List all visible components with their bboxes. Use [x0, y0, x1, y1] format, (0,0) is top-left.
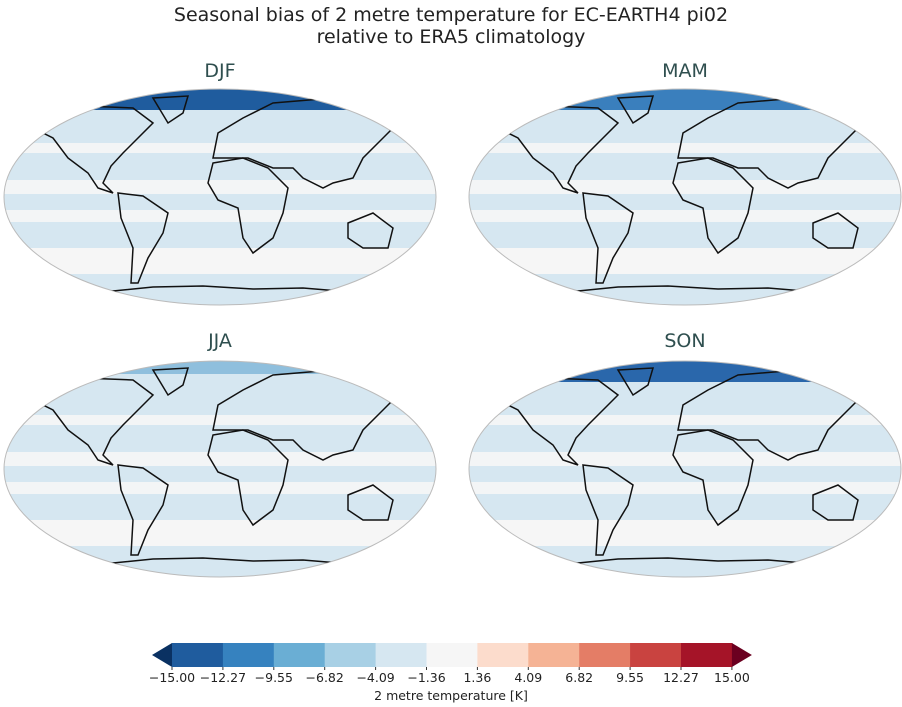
map-djf	[3, 88, 437, 306]
colorbar	[152, 643, 752, 670]
antarctica-coastline	[92, 285, 364, 294]
colorbar-segment	[630, 643, 682, 667]
greenland-coastline	[151, 95, 190, 125]
africa-coastline	[672, 157, 754, 255]
arctic-bias-band	[469, 89, 901, 110]
greenland-coastline	[616, 367, 655, 397]
colorbar-segment	[375, 643, 427, 667]
colorbar-segment	[426, 643, 478, 667]
colorbar-segment	[528, 643, 580, 667]
colorbar-tick-label: −4.09	[356, 670, 395, 685]
north-america-coastline	[32, 377, 155, 466]
arctic-bias-band	[469, 361, 901, 382]
antarctica-coastline	[92, 557, 364, 566]
colorbar-tick-label: −9.55	[254, 670, 293, 685]
north-america-coastline	[497, 377, 620, 466]
arctic-bias-band	[4, 361, 436, 374]
australia-coastline	[812, 212, 859, 249]
map-border	[468, 360, 902, 578]
map-border	[3, 360, 437, 578]
colorbar-segment	[222, 643, 275, 667]
colorbar-tick-label: −6.82	[305, 670, 344, 685]
south-america-coastline	[117, 464, 169, 556]
antarctica-coastline	[557, 285, 829, 294]
colorbar-segment	[324, 643, 377, 667]
africa-coastline	[672, 429, 754, 527]
panel-title-jja: JJA	[208, 330, 232, 352]
eurasia-coastline	[677, 97, 865, 189]
africa-coastline	[207, 429, 289, 527]
north-america-coastline	[32, 105, 155, 194]
colorbar-tick-label: 9.55	[616, 670, 645, 685]
colorbar-segment	[477, 643, 529, 667]
map-jja	[3, 360, 437, 578]
colorbar-label: 2 metre temperature [K]	[374, 688, 528, 703]
map-border	[3, 88, 437, 306]
colorbar-tick-label: 15.00	[713, 670, 750, 685]
africa-coastline	[207, 157, 289, 255]
map-mam	[468, 88, 902, 306]
south-america-coastline	[582, 464, 634, 556]
eurasia-coastline	[212, 97, 400, 189]
panel-title-mam: MAM	[662, 60, 708, 82]
greenland-coastline	[616, 95, 655, 125]
colorbar-over-arrow	[731, 643, 752, 667]
north-america-coastline	[497, 105, 620, 194]
south-america-coastline	[582, 192, 634, 284]
panel-title-son: SON	[664, 330, 706, 352]
antarctica-coastline	[557, 557, 829, 566]
arctic-bias-band	[4, 89, 436, 110]
colorbar-segment	[273, 643, 326, 667]
australia-coastline	[347, 484, 394, 521]
colorbar-tick-label: 12.27	[663, 670, 699, 685]
australia-coastline	[347, 212, 394, 249]
colorbar-tick-label: 4.09	[514, 670, 543, 685]
colorbar-segment	[579, 643, 631, 667]
colorbar-tick-label: −15.00	[148, 670, 196, 685]
greenland-coastline	[151, 367, 190, 397]
figure-title-line1: Seasonal bias of 2 metre temperature for…	[173, 4, 729, 26]
australia-coastline	[812, 484, 859, 521]
panel-title-djf: DJF	[204, 60, 236, 82]
colorbar-tick-label: 1.36	[463, 670, 492, 685]
colorbar-tick-label: −12.27	[199, 670, 247, 685]
colorbar-tick-label: −1.36	[407, 670, 446, 685]
colorbar-segment	[681, 643, 733, 667]
colorbar-segment	[172, 643, 224, 667]
eurasia-coastline	[212, 369, 400, 461]
map-border	[468, 88, 902, 306]
colorbar-tick-label: 6.82	[565, 670, 594, 685]
map-son	[468, 360, 902, 578]
south-america-coastline	[117, 192, 169, 284]
figure-title-line2: relative to ERA5 climatology	[316, 26, 586, 48]
eurasia-coastline	[677, 369, 865, 461]
colorbar-under-arrow	[152, 643, 172, 667]
